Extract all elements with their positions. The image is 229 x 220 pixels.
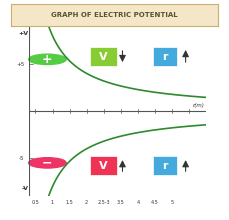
Text: +: + xyxy=(42,53,53,66)
FancyBboxPatch shape xyxy=(153,156,177,175)
FancyBboxPatch shape xyxy=(90,156,117,175)
Text: +V: +V xyxy=(19,31,29,36)
FancyBboxPatch shape xyxy=(90,47,117,66)
FancyBboxPatch shape xyxy=(153,47,177,66)
Circle shape xyxy=(29,158,66,168)
Text: r: r xyxy=(162,161,168,171)
Text: V: V xyxy=(99,51,108,62)
Text: V: V xyxy=(99,161,108,171)
Text: r: r xyxy=(162,51,168,62)
Text: -V: -V xyxy=(22,186,29,191)
Circle shape xyxy=(29,54,66,64)
Text: r(m): r(m) xyxy=(193,103,204,108)
Text: GRAPH OF ELECTRIC POTENTIAL: GRAPH OF ELECTRIC POTENTIAL xyxy=(51,12,178,18)
Text: −: − xyxy=(42,156,53,169)
